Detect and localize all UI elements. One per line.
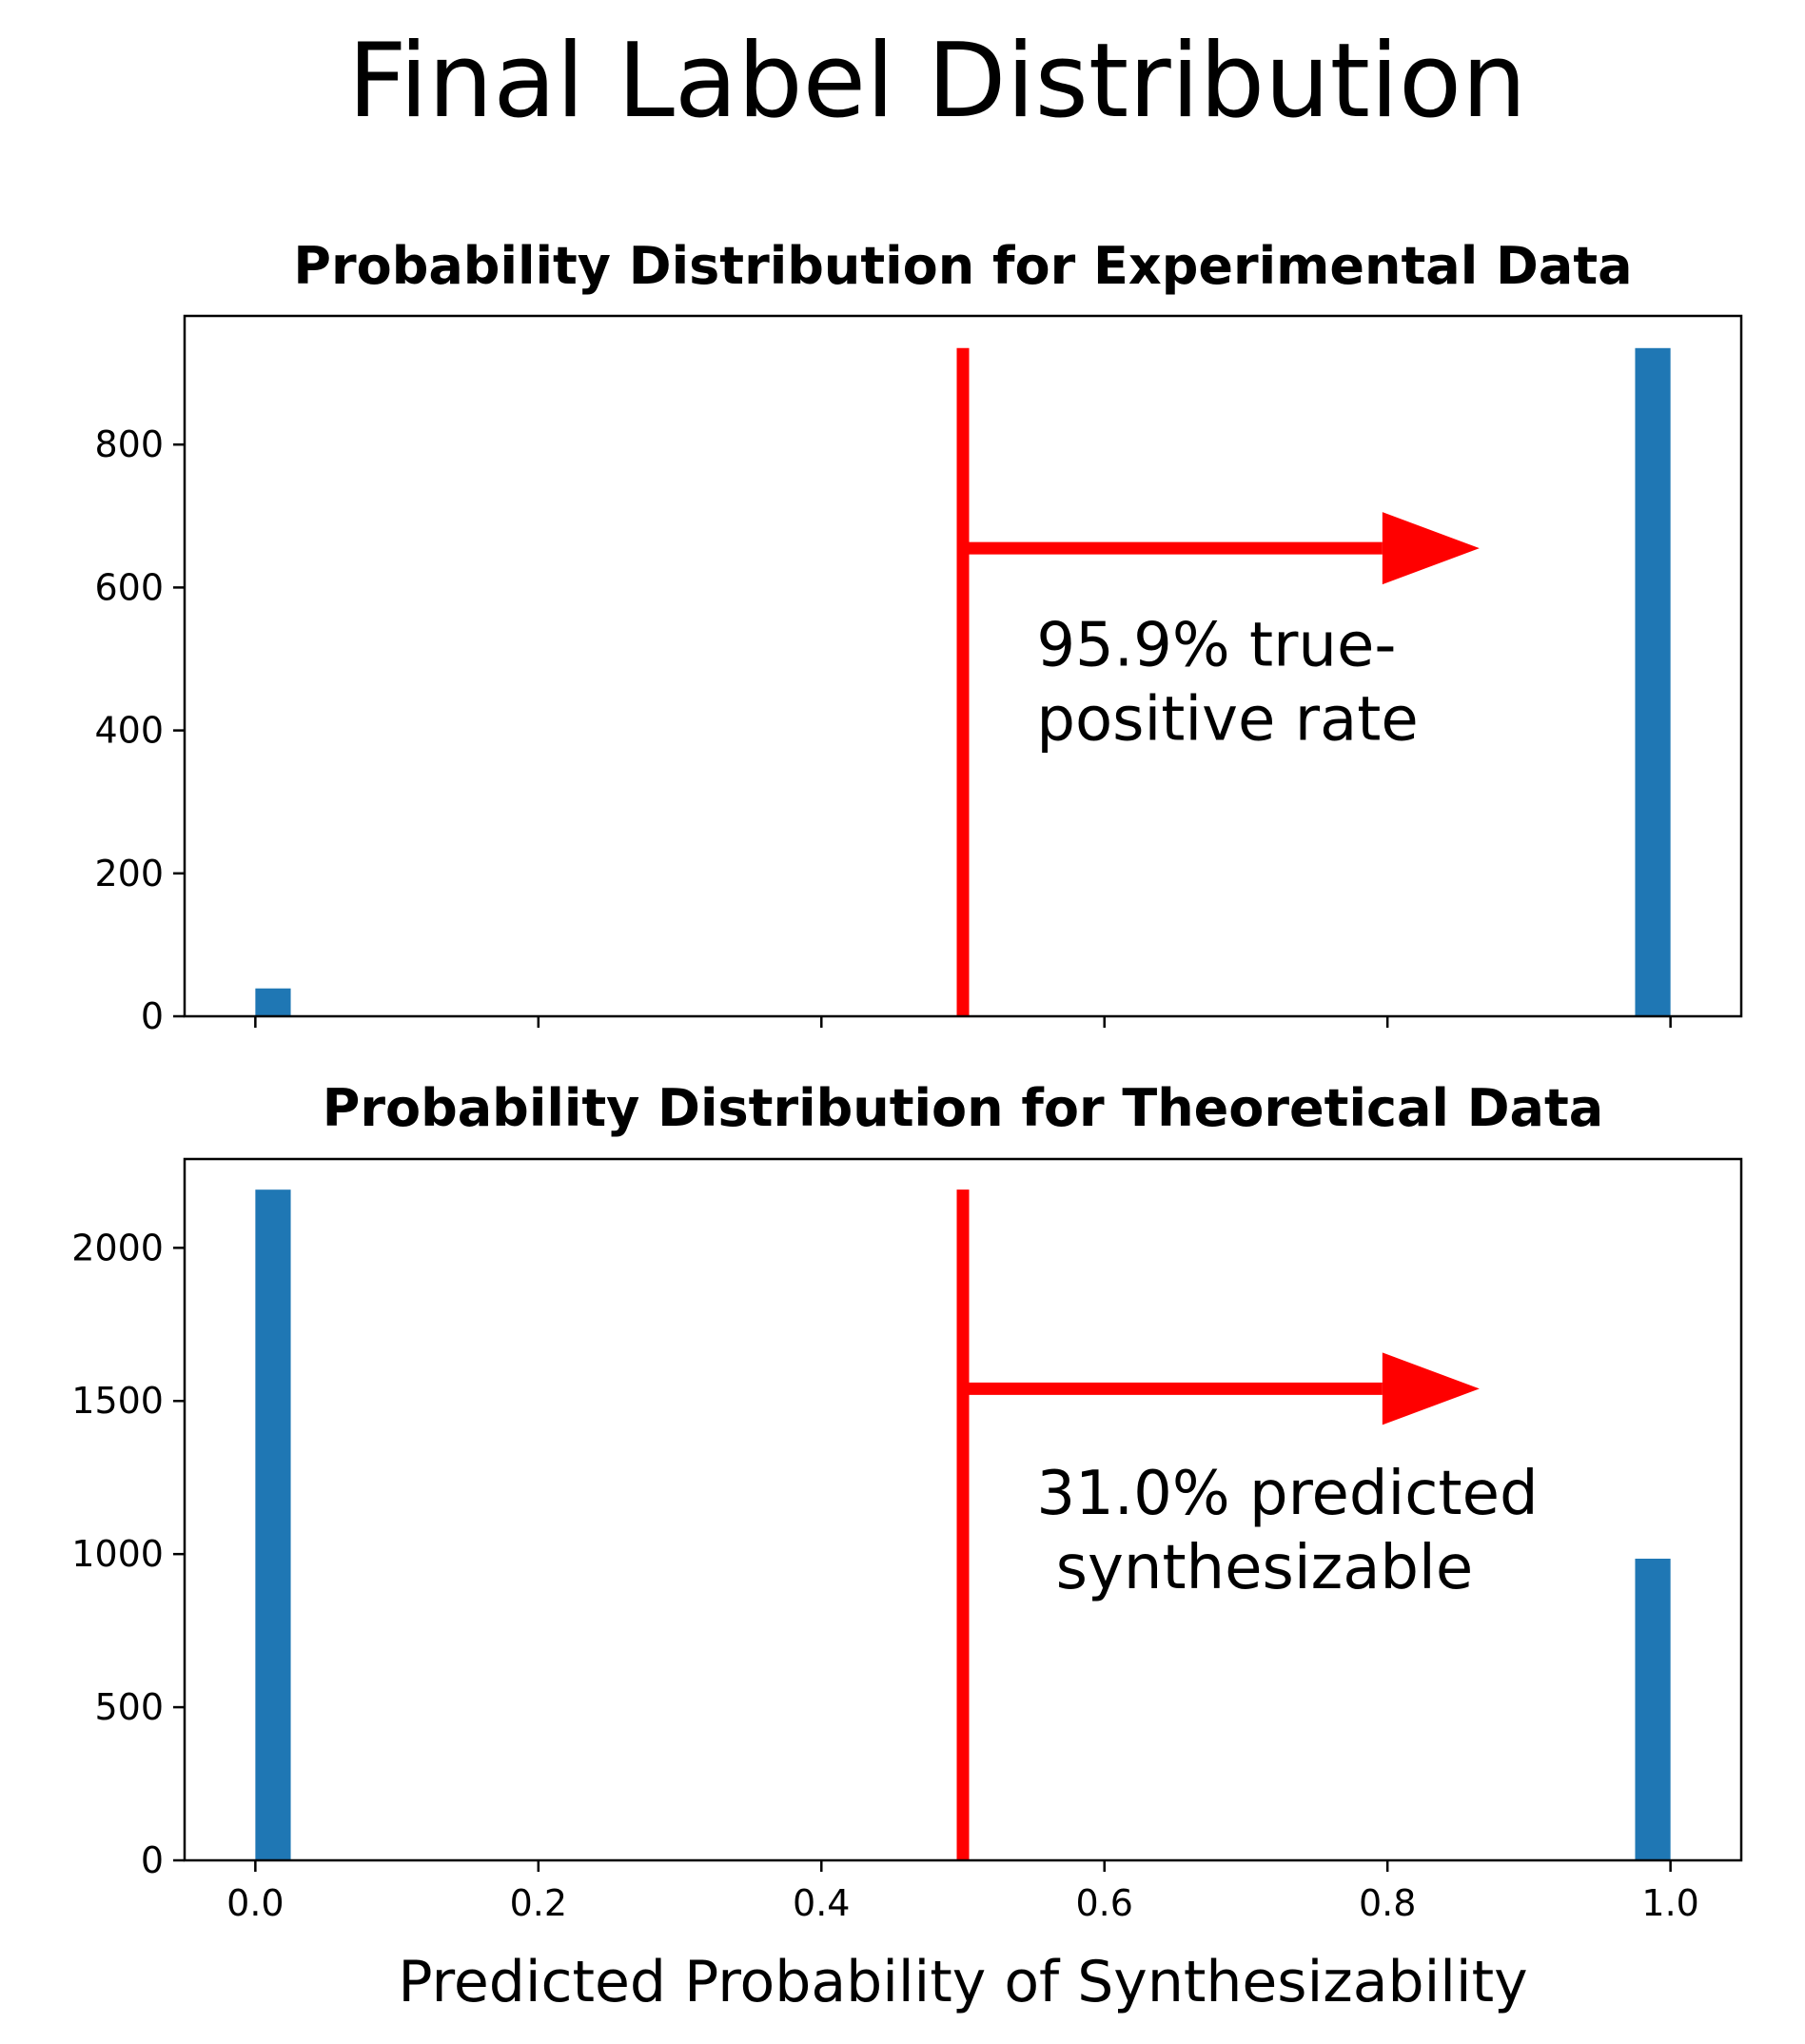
histogram-bar-0 (255, 1189, 291, 1860)
y-tick-label: 800 (94, 423, 164, 465)
histogram-bar-1 (1635, 1558, 1671, 1860)
bars-theoretical (255, 1189, 1671, 1860)
histogram-bar-1 (1635, 347, 1671, 1017)
y-tick-label: 200 (94, 853, 164, 894)
bars-experimental (255, 347, 1671, 1017)
panel-title-theoretical: Probability Distribution for Theoretical… (323, 1078, 1603, 1138)
y-tick-label: 1500 (71, 1380, 164, 1422)
y-tick-label: 1000 (71, 1533, 164, 1575)
x-tick-label: 1.0 (1641, 1882, 1698, 1924)
x-tick-label: 0.4 (793, 1882, 850, 1924)
x-axis-label: Predicted Probability of Synthesizabilit… (398, 1949, 1527, 2015)
annotation-line-1: synthesizable (1036, 1533, 1473, 1603)
y-ticks-theoretical: 0 500 1000 1500 2000 (71, 1227, 185, 1881)
y-tick-label: 500 (94, 1686, 164, 1728)
x-tick-label: 0.8 (1359, 1882, 1416, 1924)
y-tick-label: 0 (141, 1839, 164, 1881)
y-tick-label: 400 (94, 710, 164, 752)
y-tick-label: 0 (141, 995, 164, 1037)
annotation-theoretical: 31.0% predicted synthesizable (1036, 1459, 1538, 1603)
annotation-experimental: 95.9% true-positive rate (1036, 610, 1418, 755)
plot-frame-experimental (183, 314, 1743, 1018)
plot-frame-theoretical (183, 1157, 1743, 1862)
y-ticks-experimental: 0 200 400 600 800 (94, 423, 185, 1037)
arrowhead (1382, 512, 1480, 585)
x-tick-label: 0.0 (226, 1882, 284, 1924)
annotation-line-0: 31.0% predicted (1036, 1459, 1538, 1529)
x-tick-label: 0.6 (1076, 1882, 1133, 1924)
arrow-theoretical (963, 1352, 1480, 1425)
annotation-line-1: positive rate (1036, 684, 1418, 755)
y-tick-label: 2000 (71, 1227, 164, 1268)
panel-title-experimental: Probability Distribution for Experimenta… (293, 236, 1632, 296)
x-tick-label: 0.2 (510, 1882, 567, 1924)
y-tick-label: 600 (94, 566, 164, 608)
annotation-line-0: 95.9% true- (1036, 610, 1396, 680)
arrowhead (1382, 1352, 1480, 1425)
x-ticks-theoretical: 0.0 0.2 0.4 0.6 0.8 1.0 (226, 1860, 1699, 1924)
figure-title: Final Label Distribution (348, 22, 1527, 141)
arrow-experimental (963, 512, 1480, 585)
histogram-bar-0 (255, 988, 291, 1016)
panel-theoretical: Probability Distribution for Theoretical… (71, 1078, 1743, 1924)
x-ticks-experimental (254, 1016, 1672, 1028)
panel-experimental: Probability Distribution for Experimenta… (94, 236, 1743, 1037)
